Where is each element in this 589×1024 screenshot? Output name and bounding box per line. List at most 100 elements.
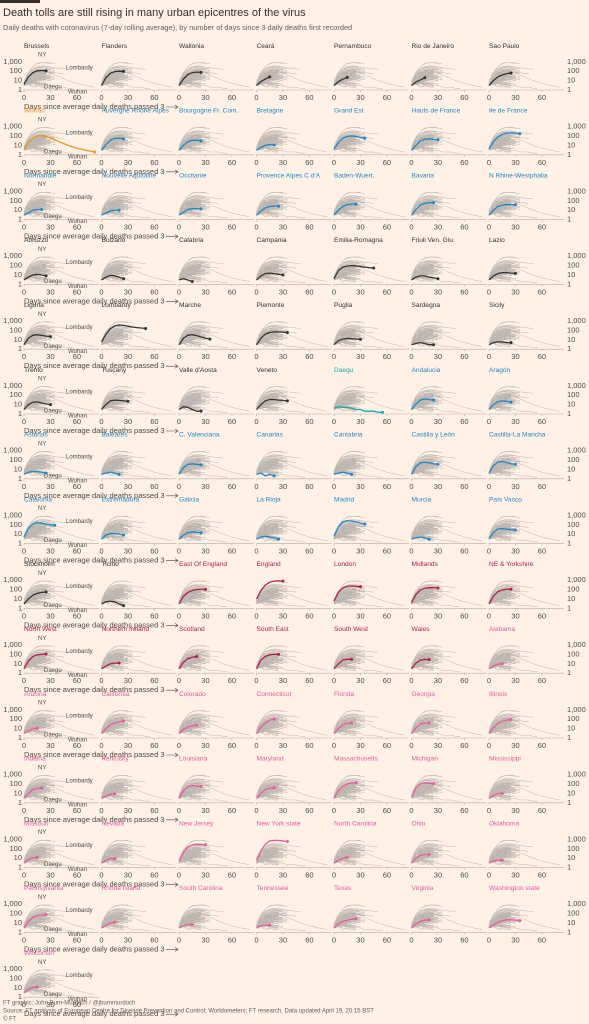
highlight-line (178, 71, 202, 86)
x-tick-label: 30 (511, 223, 519, 232)
background-line (178, 134, 202, 151)
x-tick-label: 0 (99, 482, 103, 491)
y-tick-label: 1,000 (567, 251, 586, 260)
background-line (23, 76, 42, 86)
background-line (101, 196, 129, 213)
background-line (333, 131, 361, 149)
x-tick-label: 30 (511, 287, 519, 296)
annotation: Lombardy (66, 130, 93, 136)
background-line (23, 198, 51, 215)
end-dot (363, 136, 367, 140)
panel-title: Auvergne Rhone Alpes (102, 108, 170, 115)
panel-title: Baden-Wuert. (334, 172, 375, 179)
x-tick-label: 60 (228, 287, 236, 296)
y-tick-label: 100 (567, 196, 580, 205)
y-tick-label: 100 (567, 325, 580, 334)
x-tick-label: 0 (22, 352, 26, 361)
background-line (178, 82, 193, 86)
end-dot (199, 70, 203, 74)
end-dot (122, 137, 126, 141)
background-line (256, 212, 270, 216)
panel-title: Baleares (102, 432, 129, 439)
background-line (178, 132, 206, 148)
background-line (101, 79, 115, 86)
highlight-line (256, 205, 279, 216)
highlight-line (333, 76, 348, 86)
x-tick-label: 30 (511, 352, 519, 361)
background-line (411, 67, 439, 83)
background-line (178, 62, 210, 83)
arrow (166, 493, 179, 499)
x-tick-label: 60 (538, 158, 546, 167)
background-line (178, 77, 197, 86)
panel-title: Brussels (24, 43, 50, 50)
background-line (411, 76, 430, 86)
annotation: NY (38, 117, 46, 123)
x-tick-label: 0 (254, 223, 258, 232)
panel-title: Valle d'Aosta (179, 367, 217, 374)
x-tick-label: 0 (22, 223, 26, 232)
y-tick-label: 100 (567, 390, 580, 399)
y-tick-label: 1,000 (567, 186, 586, 195)
highlight-line (411, 138, 439, 151)
background-line (101, 132, 129, 148)
y-tick-label: 10 (14, 464, 22, 473)
annotation: Lombardy (66, 390, 93, 396)
background-line (23, 66, 51, 84)
background-line (23, 212, 73, 219)
background-line (256, 206, 288, 216)
arrow (166, 104, 179, 110)
end-dot (513, 203, 517, 207)
x-tick-label: 30 (434, 93, 442, 102)
background-line (178, 82, 228, 89)
x-axis-label: Days since average daily deaths passed 3 (24, 232, 165, 241)
background-line (488, 144, 503, 151)
x-tick-label: 60 (228, 158, 236, 167)
annotation: Lombardy (66, 454, 93, 460)
background-line (178, 147, 197, 151)
x-tick-label: 0 (487, 158, 491, 167)
background-line (178, 127, 206, 146)
y-tick-label: 100 (9, 390, 22, 399)
background-line (178, 212, 197, 216)
background-line (411, 212, 460, 219)
background-line (333, 67, 361, 83)
annotation: Wuhan (68, 349, 87, 355)
background-line (333, 141, 365, 151)
y-tick-label: 1,000 (3, 122, 22, 131)
background-line (178, 201, 202, 216)
x-tick-label: 30 (124, 223, 132, 232)
x-tick-label: 0 (409, 223, 413, 232)
background-line (23, 206, 42, 216)
background-line (23, 72, 47, 86)
x-tick-label: 30 (46, 352, 54, 361)
y-tick-label: 1 (567, 150, 571, 159)
highlight-line (178, 207, 202, 216)
background-line (411, 196, 439, 213)
y-tick-label: 1,000 (567, 122, 586, 131)
background-line (101, 206, 120, 216)
background-line (333, 192, 365, 213)
x-tick-label: 0 (177, 287, 181, 296)
y-tick-label: 10 (14, 270, 22, 279)
x-tick-label: 60 (150, 223, 158, 232)
background-line (101, 66, 129, 84)
panel-title: Wuhan (24, 108, 45, 115)
background-line (101, 77, 120, 86)
background-line (411, 136, 434, 151)
background-line (488, 72, 512, 86)
x-axis-label: Days since average daily deaths passed 3 (24, 167, 165, 176)
x-tick-label: 60 (460, 352, 468, 361)
end-dot (285, 331, 289, 335)
y-tick-label: 1,000 (3, 446, 22, 455)
end-dot (117, 472, 121, 476)
x-tick-label: 30 (434, 417, 442, 426)
background-line (101, 147, 115, 151)
background-line (101, 199, 124, 216)
y-tick-label: 1 (18, 279, 22, 288)
background-line (256, 82, 305, 89)
background-line (178, 192, 210, 213)
x-tick-label: 0 (332, 417, 336, 426)
highlight-line (101, 209, 120, 216)
x-tick-label: 60 (460, 417, 468, 426)
